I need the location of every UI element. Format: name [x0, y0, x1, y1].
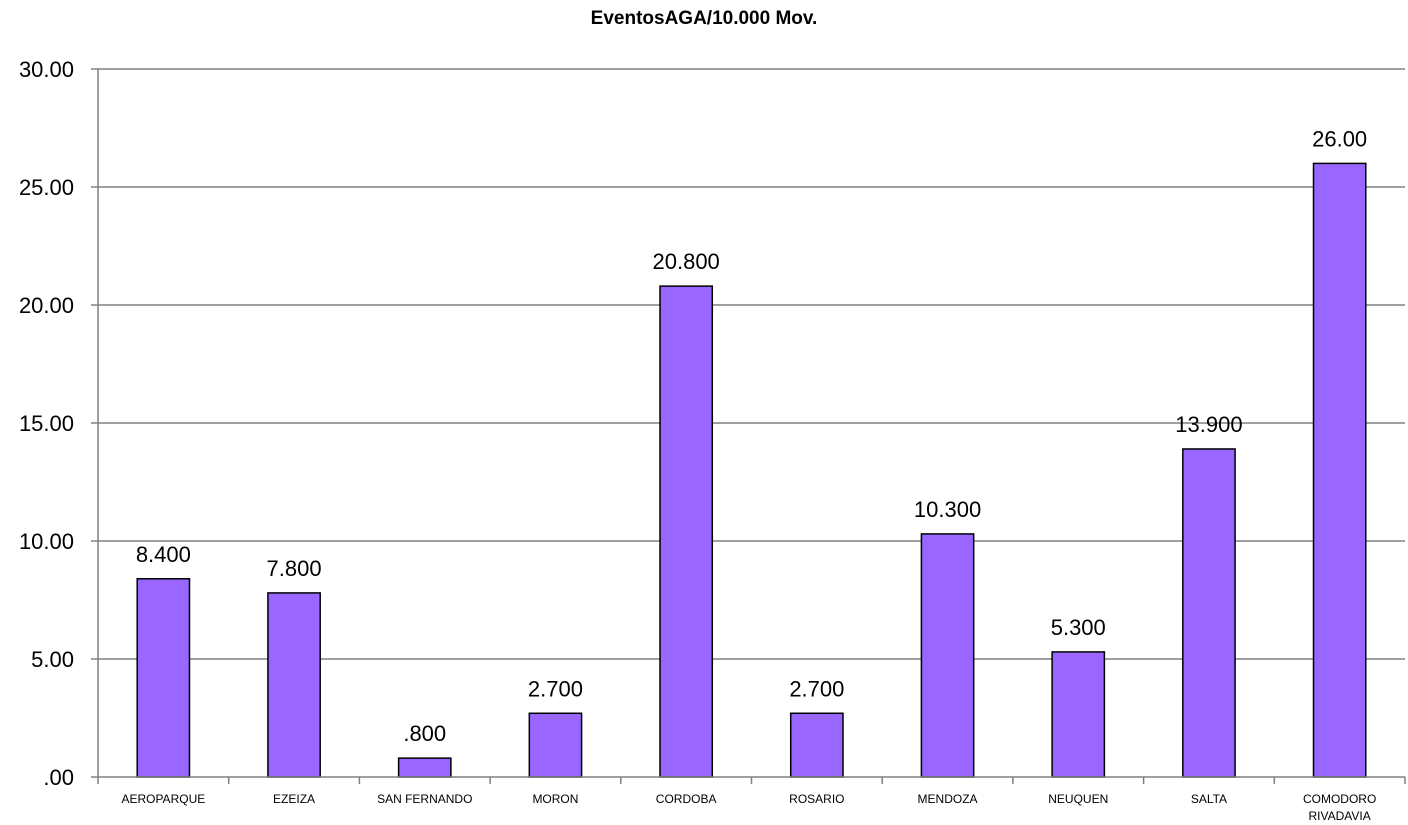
bar: [267, 592, 321, 778]
x-tick-label-line: MORON: [532, 792, 578, 806]
data-label: 13.900: [1175, 412, 1242, 437]
x-tick-label: COMODORO RIVADAVIA: [1303, 792, 1376, 823]
x-tick-label: CORDOBA: [656, 792, 717, 806]
data-label: 5.300: [1051, 615, 1106, 640]
x-tick-label: NEUQUEN: [1048, 792, 1108, 806]
x-tick-label-line: COMODORO: [1303, 792, 1376, 806]
data-label: 20.800: [653, 249, 720, 274]
bar: [136, 578, 191, 778]
x-tick-label-line: CORDOBA: [656, 792, 717, 806]
bar: [1051, 651, 1106, 778]
x-tick-label: EZEIZA: [273, 792, 315, 806]
data-label: 2.700: [789, 676, 844, 701]
y-tick-label: .00: [43, 765, 74, 790]
bar: [659, 285, 714, 778]
chart-title: EventosAGA/10.000 Mov.: [590, 8, 818, 29]
x-tick-label-line: ROSARIO: [789, 792, 844, 806]
bar: [1182, 448, 1236, 778]
y-tick-label: 10.00: [19, 529, 74, 554]
x-tick-label-line: SAN FERNANDO: [377, 792, 472, 806]
bar: [920, 533, 975, 778]
bar: [789, 712, 844, 778]
x-tick-label-line: EZEIZA: [273, 792, 315, 806]
x-tick-label: SAN FERNANDO: [377, 792, 472, 806]
x-tick-label-line: NEUQUEN: [1048, 792, 1108, 806]
data-label: 8.400: [136, 542, 191, 567]
y-tick-label: 25.00: [19, 175, 74, 200]
x-tick-label-line: RIVADAVIA: [1309, 809, 1371, 823]
data-label: .800: [403, 721, 446, 746]
x-tick-label: AEROPARQUE: [121, 792, 205, 806]
y-tick-label: 15.00: [19, 411, 74, 436]
y-tick-label: 20.00: [19, 293, 74, 318]
bar: [528, 712, 583, 778]
x-tick-label: SALTA: [1191, 792, 1227, 806]
bar: [397, 757, 452, 778]
data-label: 2.700: [528, 676, 583, 701]
x-tick-label-line: SALTA: [1191, 792, 1227, 806]
x-tick-label: MENDOZA: [918, 792, 978, 806]
x-tick-label-line: AEROPARQUE: [121, 792, 205, 806]
bar: [1312, 162, 1367, 778]
x-tick-label: MORON: [532, 792, 578, 806]
x-tick-label: ROSARIO: [789, 792, 844, 806]
y-tick-label: 5.00: [31, 647, 74, 672]
x-tick-label-line: MENDOZA: [918, 792, 978, 806]
data-label: 7.800: [267, 556, 322, 581]
y-tick-label: 30.00: [19, 57, 74, 82]
data-label: 26.00: [1312, 126, 1367, 151]
data-label: 10.300: [914, 497, 981, 522]
